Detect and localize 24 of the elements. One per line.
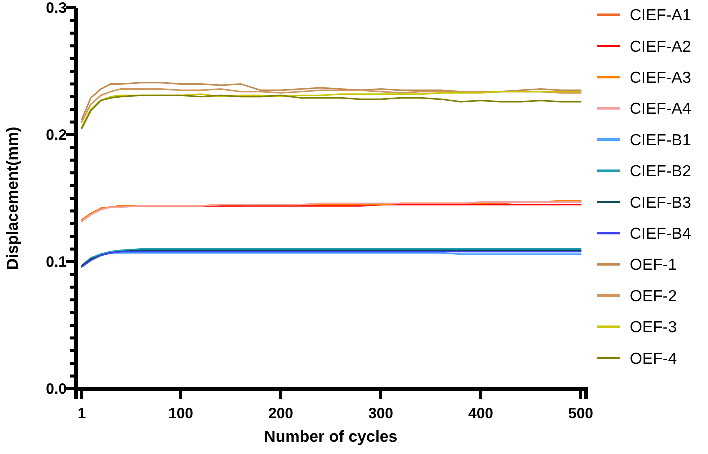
x-tick-label: 300 [368, 406, 394, 422]
y-tick-label: 0.1 [46, 254, 67, 271]
legend-label: CIEF-A3 [630, 70, 692, 87]
y-tick-label: 0.0 [46, 380, 67, 398]
x-tick-label: 500 [568, 406, 594, 422]
legend-label: CIEF-A1 [630, 8, 692, 25]
x-tick-label: 100 [168, 406, 194, 422]
legend-label: CIEF-A2 [630, 38, 692, 56]
legend-label: OEF-3 [630, 320, 678, 337]
x-tick-label: 1 [78, 406, 86, 422]
legend-label: OEF-2 [630, 288, 678, 306]
legend-label: CIEF-B2 [630, 164, 692, 181]
x-tick-label: 200 [268, 406, 294, 422]
y-tick-label: 0.3 [46, 0, 67, 17]
x-axis-title: Number of cycles [264, 429, 398, 446]
legend-label: CIEF-B3 [630, 194, 692, 212]
legend-label: OEF-4 [630, 350, 678, 368]
legend-label: OEF-1 [630, 257, 678, 274]
legend-label: CIEF-A4 [630, 101, 692, 118]
legend-label: CIEF-B4 [630, 226, 692, 243]
x-tick-label: 400 [468, 406, 494, 422]
legend-label: CIEF-B1 [630, 132, 692, 150]
y-axis-title: Displacement(mm) [5, 126, 22, 270]
y-tick-label: 0.2 [46, 126, 67, 144]
